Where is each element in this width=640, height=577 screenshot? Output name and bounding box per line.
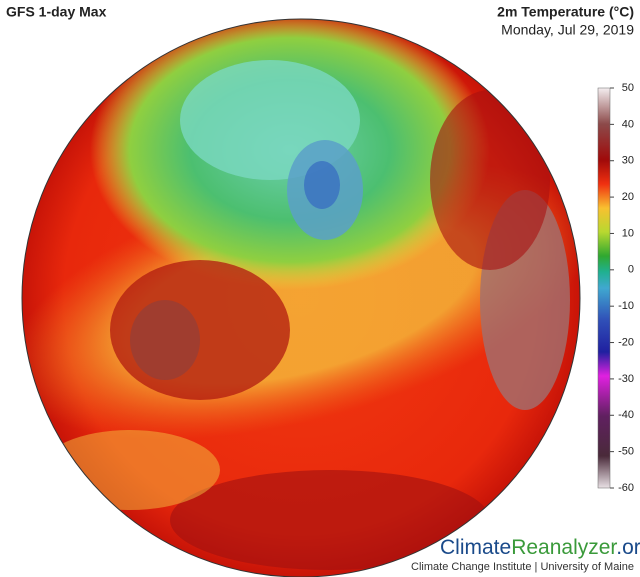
map-title: GFS 1-day Max — [6, 4, 107, 20]
credit: Climate Change Institute | University of… — [411, 561, 634, 573]
colorbar-tick-label: -40 — [618, 409, 634, 421]
colorbar-tick-label: -60 — [618, 482, 634, 494]
brand: ClimateReanalyzer.org — [440, 536, 640, 559]
globe — [22, 19, 580, 577]
colorbar-tick-label: 0 — [628, 264, 634, 276]
colorbar-tick-label: 20 — [622, 191, 634, 203]
colorbar-tick-label: 50 — [622, 82, 634, 94]
colorbar-tick-label: -20 — [618, 336, 634, 348]
brand-part: Climate — [440, 536, 511, 559]
colorbar-tick-label: 30 — [622, 155, 634, 167]
colorbar-tick-label: -10 — [618, 300, 634, 312]
colorbar-tick-label: 10 — [622, 227, 634, 239]
brand-part: .org — [616, 536, 640, 559]
colorbar — [597, 87, 611, 489]
date-label: Monday, Jul 29, 2019 — [501, 22, 634, 38]
colorbar-tick-label: 40 — [622, 118, 634, 130]
colorbar-tick-label: -30 — [618, 373, 634, 385]
variable-title: 2m Temperature (°C) — [497, 4, 634, 20]
brand-part: Reanalyzer — [511, 536, 617, 559]
colorbar-ticks: 50 40 30 20 10 0 -10 -20 -30 -40 -50 -60 — [610, 82, 634, 494]
colorbar-tick-label: -50 — [618, 446, 634, 458]
globe-outline — [21, 18, 581, 577]
